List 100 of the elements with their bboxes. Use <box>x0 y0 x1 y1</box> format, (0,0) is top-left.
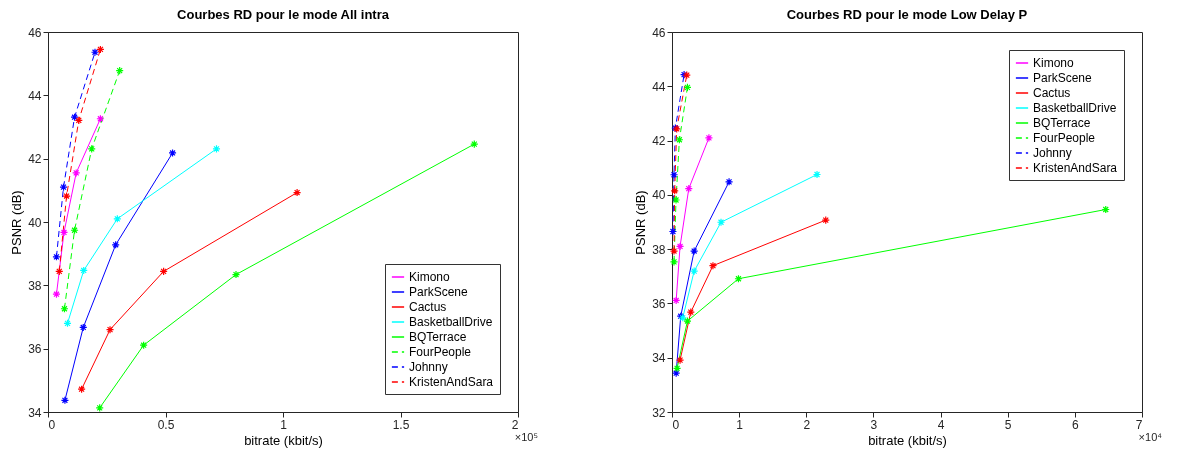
point <box>704 133 714 142</box>
chart-title: Courbes RD pour le mode All intra <box>177 7 390 22</box>
point <box>59 183 68 192</box>
legend-label: ParkScene <box>409 285 469 299</box>
point <box>168 148 177 158</box>
legend-label: Johnny <box>1033 146 1072 160</box>
point <box>708 261 718 270</box>
y-tick-label: 36 <box>652 296 666 311</box>
point <box>672 364 682 373</box>
point <box>716 218 726 227</box>
y-tick-label: 32 <box>652 405 666 420</box>
chart-title: Courbes RD pour le mode Low Delay P <box>786 7 1028 22</box>
point <box>690 266 699 276</box>
point <box>669 257 679 267</box>
point <box>812 170 822 179</box>
legend-label: BQTerrace <box>409 330 467 344</box>
point <box>87 144 96 153</box>
point <box>669 170 679 179</box>
x-tick-label: 1 <box>736 417 744 432</box>
point <box>63 319 72 328</box>
point <box>212 144 221 153</box>
text: ×10⁴ <box>1138 431 1163 443</box>
point <box>95 403 104 413</box>
point <box>105 325 115 334</box>
point <box>683 316 692 326</box>
x-axis-title: bitrate (kbit/s) <box>868 432 947 448</box>
y-tick-label: 38 <box>652 242 666 257</box>
point <box>734 274 743 283</box>
point <box>669 246 679 256</box>
point <box>724 177 734 186</box>
y-tick-label: 46 <box>28 25 42 40</box>
legend-label: BQTerrace <box>1033 116 1091 130</box>
point <box>52 290 61 299</box>
text: ×10⁵ <box>514 431 538 443</box>
legend-label: BasketballDrive <box>409 315 493 329</box>
legend-label: KristenAndSara <box>409 375 494 389</box>
point <box>60 304 69 313</box>
point <box>675 242 685 251</box>
x-tick-label: 6 <box>1072 417 1080 432</box>
point <box>55 267 64 276</box>
x-tick-label: 5 <box>1004 417 1012 432</box>
point <box>59 228 69 237</box>
point <box>292 188 302 197</box>
y-axis-title: PSNR (dB) <box>633 190 649 255</box>
point <box>470 139 479 149</box>
x-tick-label: 7 <box>1135 417 1143 432</box>
y-tick-label: 36 <box>28 342 42 357</box>
point <box>60 396 70 405</box>
legend-label: Cactus <box>409 300 447 314</box>
x-tick-label: 0 <box>672 417 680 432</box>
point <box>672 296 681 305</box>
y-tick-label: 42 <box>28 152 42 167</box>
point <box>77 385 86 394</box>
legend-label: ParkScene <box>1033 71 1093 85</box>
y-tick-label: 34 <box>28 405 42 420</box>
x-axis-title: bitrate (kbit/s) <box>244 432 323 448</box>
y-tick-label: 40 <box>652 188 666 203</box>
point <box>96 45 105 54</box>
x-tick-label: 1.5 <box>392 417 410 432</box>
legend-label: KristenAndSara <box>1033 161 1118 175</box>
point <box>79 266 88 275</box>
point <box>62 191 71 201</box>
x-tick-label: 1 <box>280 417 288 432</box>
legend-label: FourPeople <box>409 345 472 359</box>
point <box>70 226 79 235</box>
x-tick-label: 4 <box>937 417 945 432</box>
legend-label: FourPeople <box>1033 131 1096 145</box>
y-tick-label: 42 <box>652 134 666 149</box>
point <box>111 240 120 249</box>
y-tick-label: 38 <box>28 278 42 293</box>
y-tick-label: 44 <box>652 79 666 94</box>
legend-label: Johnny <box>409 360 448 374</box>
y-axis-title: PSNR (dB) <box>9 190 25 255</box>
legend-label: Kimono <box>1033 56 1075 70</box>
y-tick-label: 46 <box>652 25 666 40</box>
y-tick-label: 34 <box>652 351 666 366</box>
point <box>671 195 681 205</box>
point <box>139 341 148 350</box>
point <box>668 227 678 236</box>
point <box>115 66 124 75</box>
point <box>683 83 692 92</box>
x-tick-label: 0 <box>48 417 56 432</box>
point <box>70 113 79 122</box>
point <box>1101 205 1110 214</box>
x-tick-label: 0.5 <box>157 417 175 432</box>
legend-label: BasketballDrive <box>1033 101 1117 115</box>
x-tick-label: 3 <box>870 417 878 432</box>
point <box>684 184 693 193</box>
point <box>159 267 168 276</box>
point <box>113 214 122 223</box>
legend-label: Cactus <box>1033 86 1071 100</box>
x-tick-label: 2 <box>511 417 519 432</box>
point <box>690 246 699 256</box>
y-tick-label: 40 <box>28 215 42 230</box>
point <box>231 270 241 279</box>
point <box>670 186 679 195</box>
point <box>96 114 105 123</box>
point <box>675 135 684 144</box>
x-tick-label: 2 <box>803 417 811 432</box>
point <box>672 369 681 378</box>
